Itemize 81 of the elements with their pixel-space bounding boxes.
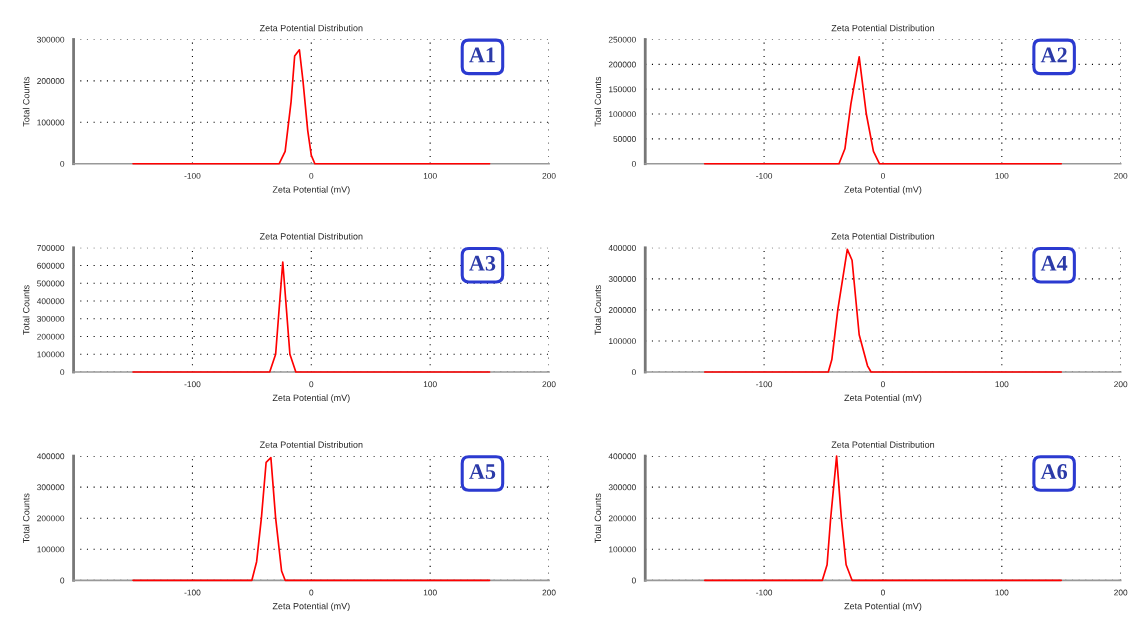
- y-tick-label: 600000: [37, 262, 65, 269]
- y-axis-title: Total Counts: [594, 285, 602, 335]
- x-tick-label: 200: [542, 381, 556, 388]
- x-tick-label: 100: [423, 172, 437, 179]
- x-tick-label: 0: [880, 172, 885, 179]
- y-axis-title: Total Counts: [22, 76, 30, 127]
- x-tick-label: 200: [542, 172, 556, 179]
- y-tick-label: 400000: [36, 453, 65, 460]
- x-tick-label: -100: [184, 172, 201, 179]
- y-tick-label: 300000: [37, 484, 65, 491]
- x-axis-title: Zeta Potential (mV): [844, 186, 922, 195]
- x-tick-label: -100: [184, 381, 201, 388]
- y-tick-label: 400000: [608, 453, 636, 460]
- x-tick-label: 100: [995, 589, 1009, 596]
- x-tick-label: 200: [1114, 172, 1128, 179]
- y-tick-label: 400000: [36, 298, 65, 305]
- y-tick-label: 0: [631, 369, 636, 376]
- y-axis-title: Total Counts: [22, 285, 30, 335]
- y-tick-label: 700000: [37, 244, 65, 251]
- x-tick-label: 0: [309, 589, 314, 596]
- y-tick-label: 200000: [608, 515, 636, 522]
- y-tick-label: 50000: [613, 136, 636, 142]
- x-axis-title: Zeta Potential (mV): [272, 602, 350, 612]
- y-tick-label: 200000: [608, 307, 636, 313]
- y-tick-label: 250000: [608, 36, 636, 43]
- x-tick-label: -100: [756, 172, 773, 179]
- y-axis-title: Total Counts: [594, 76, 602, 127]
- y-tick-label: 0: [631, 577, 636, 584]
- annotation: A1: [469, 47, 495, 63]
- x-tick-label: -100: [184, 589, 201, 596]
- x-tick-label: -100: [756, 381, 773, 388]
- y-tick-label: 300000: [608, 276, 636, 282]
- y-tick-label: 100000: [609, 338, 636, 345]
- x-tick-label: 200: [1114, 381, 1128, 388]
- y-tick-label: 200000: [37, 515, 65, 522]
- y-tick-label: 0: [60, 577, 65, 584]
- x-tick-label: 0: [880, 589, 885, 596]
- y-axis-title: Total Counts: [594, 493, 602, 544]
- x-tick-label: 0: [309, 381, 314, 388]
- annotation: A2: [1040, 47, 1067, 63]
- x-tick-label: 100: [423, 589, 437, 596]
- y-tick-label: 100000: [609, 111, 636, 118]
- y-tick-label: 200000: [608, 61, 636, 68]
- x-tick-label: 0: [309, 172, 314, 179]
- annotation: A3: [469, 255, 496, 271]
- x-tick-label: 100: [995, 381, 1009, 388]
- y-tick-label: 300000: [608, 484, 636, 491]
- x-axis-title: Zeta Potential (mV): [272, 186, 350, 195]
- chart-title: Zeta Potential Distribution: [831, 232, 935, 240]
- annotation: A4: [1040, 255, 1068, 271]
- x-tick-label: 200: [1114, 589, 1128, 596]
- y-tick-label: 200000: [37, 78, 65, 84]
- x-tick-label: -100: [756, 589, 773, 596]
- y-tick-label: 150000: [609, 86, 636, 93]
- annotation: A6: [1040, 464, 1068, 480]
- x-axis-title: Zeta Potential (mV): [844, 394, 922, 403]
- x-axis-title: Zeta Potential (mV): [844, 602, 922, 612]
- y-tick-label: 0: [60, 369, 65, 376]
- y-tick-label: 100000: [37, 119, 65, 126]
- x-axis-title: Zeta Potential (mV): [272, 394, 350, 403]
- chart-title: Zeta Potential Distribution: [831, 441, 935, 448]
- y-tick-label: 100000: [37, 351, 65, 358]
- y-tick-label: 0: [631, 160, 636, 167]
- y-axis-title: Total Counts: [22, 493, 30, 544]
- y-tick-label: 300000: [37, 315, 65, 322]
- chart-title: Zeta Potential Distribution: [259, 441, 363, 448]
- chart-title: Zeta Potential Distribution: [259, 24, 363, 32]
- y-tick-label: 400000: [608, 244, 636, 251]
- y-tick-label: 200000: [37, 333, 65, 340]
- y-tick-label: 500000: [37, 280, 65, 287]
- y-tick-label: 100000: [37, 546, 65, 553]
- x-tick-label: 200: [542, 589, 556, 596]
- x-tick-label: 100: [995, 172, 1009, 179]
- y-tick-label: 0: [60, 160, 65, 167]
- x-tick-label: 0: [880, 381, 885, 388]
- chart-title: Zeta Potential Distribution: [831, 24, 935, 32]
- chart-title: Zeta Potential Distribution: [259, 232, 363, 240]
- annotation: A5: [469, 464, 496, 480]
- y-tick-label: 300000: [37, 36, 65, 43]
- y-tick-label: 100000: [609, 546, 636, 553]
- x-tick-label: 100: [423, 381, 437, 388]
